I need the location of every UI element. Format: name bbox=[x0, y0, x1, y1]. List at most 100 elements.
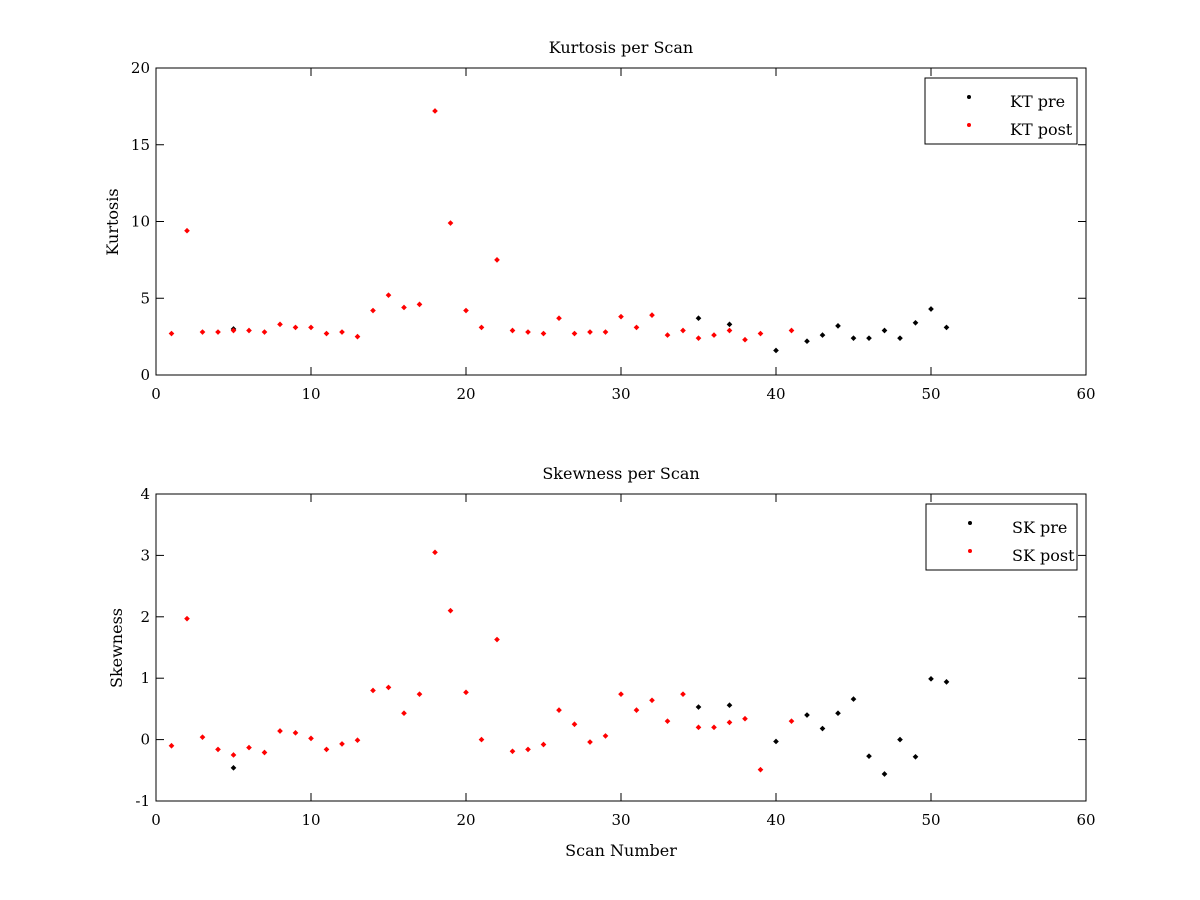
x-tick-label: 60 bbox=[1076, 811, 1095, 829]
x-tick-label: 10 bbox=[301, 811, 320, 829]
kurtosis-point-post bbox=[292, 324, 299, 331]
kurtosis-point-pre bbox=[726, 321, 733, 328]
skewness-point-post bbox=[509, 748, 516, 755]
kurtosis-legend-marker-post bbox=[967, 123, 971, 127]
y-tick-label: 0 bbox=[140, 731, 150, 749]
kurtosis-point-post bbox=[540, 330, 547, 337]
skewness-point-post bbox=[742, 715, 748, 722]
skewness-point-pre bbox=[866, 753, 872, 760]
kurtosis-point-post bbox=[757, 330, 764, 337]
kurtosis-point-post bbox=[478, 324, 485, 331]
x-tick-label: 10 bbox=[301, 385, 320, 403]
x-tick-label: 50 bbox=[921, 811, 940, 829]
kurtosis-point-post bbox=[726, 327, 733, 334]
kurtosis-legend-box bbox=[924, 77, 1078, 145]
kurtosis-point-post bbox=[602, 329, 609, 335]
skewness-point-post bbox=[416, 691, 423, 697]
kurtosis-point-pre bbox=[695, 315, 702, 322]
kurtosis-point-post bbox=[370, 307, 376, 314]
kurtosis-point-pre bbox=[866, 335, 872, 341]
skewness-x-axis-label: Scan Number bbox=[565, 841, 677, 860]
x-tick-label: 20 bbox=[456, 811, 475, 829]
x-tick-label: 0 bbox=[151, 385, 161, 403]
y-tick-label: 0 bbox=[140, 366, 150, 384]
kurtosis-point-post bbox=[788, 327, 795, 334]
skewness-point-post bbox=[447, 607, 454, 614]
skewness-point-pre bbox=[695, 704, 702, 710]
x-tick-label: 0 bbox=[151, 811, 161, 829]
kurtosis-point-post bbox=[587, 329, 593, 335]
kurtosis-point-post bbox=[680, 327, 686, 334]
kurtosis-point-post bbox=[277, 321, 283, 328]
skewness-point-pre bbox=[943, 679, 950, 685]
kurtosis-point-post bbox=[664, 332, 671, 338]
y-tick-label: 3 bbox=[140, 546, 150, 564]
kurtosis-point-post bbox=[168, 330, 175, 337]
kurtosis-point-post bbox=[385, 292, 392, 299]
kurtosis-point-post bbox=[199, 329, 206, 335]
kurtosis-point-post bbox=[556, 315, 562, 322]
kurtosis-point-pre bbox=[835, 323, 841, 329]
kurtosis-point-post bbox=[649, 312, 655, 318]
kurtosis-legend-marker-pre bbox=[967, 95, 971, 99]
skewness-chart-title: Skewness per Scan bbox=[542, 464, 699, 483]
skewness-point-post bbox=[354, 737, 361, 744]
kurtosis-point-post bbox=[308, 324, 314, 331]
skewness-point-post bbox=[308, 735, 314, 742]
skewness-point-post bbox=[199, 734, 206, 740]
y-tick-label: 20 bbox=[131, 59, 150, 77]
kurtosis-point-post bbox=[695, 335, 702, 341]
kurtosis-legend-label-pre: KT pre bbox=[1010, 92, 1065, 111]
x-tick-label: 40 bbox=[766, 385, 785, 403]
x-tick-label: 30 bbox=[611, 385, 630, 403]
skewness-point-pre bbox=[850, 696, 857, 702]
skewness-point-post bbox=[726, 719, 733, 726]
skewness-point-post bbox=[556, 707, 562, 713]
skewness-point-post bbox=[432, 549, 438, 556]
kurtosis-point-post bbox=[230, 327, 237, 334]
kurtosis-point-post bbox=[742, 336, 748, 343]
skewness-point-post bbox=[230, 752, 237, 758]
skewness-point-post bbox=[215, 746, 221, 753]
skewness-legend-box bbox=[925, 503, 1078, 571]
kurtosis-legend-label-post: KT post bbox=[1010, 120, 1073, 139]
kurtosis-point-post bbox=[447, 220, 454, 226]
kurtosis-point-post bbox=[571, 330, 578, 337]
skewness-point-pre bbox=[773, 738, 779, 745]
skewness-point-post bbox=[339, 741, 345, 747]
skewness-point-post bbox=[168, 742, 175, 749]
skewness-point-post bbox=[292, 730, 299, 736]
skewness-point-post bbox=[277, 728, 283, 734]
skewness-point-post bbox=[401, 710, 407, 717]
skewness-point-pre bbox=[897, 736, 903, 743]
skewness-point-post bbox=[494, 636, 500, 643]
x-tick-label: 30 bbox=[611, 811, 630, 829]
skewness-point-pre bbox=[819, 725, 826, 732]
skewness-point-post bbox=[664, 718, 671, 725]
kurtosis-point-pre bbox=[819, 332, 826, 338]
kurtosis-point-post bbox=[246, 327, 252, 334]
x-tick-label: 50 bbox=[921, 385, 940, 403]
skewness-chart: Skewness per Scan Skewness Scan Number 0… bbox=[107, 464, 1096, 860]
kurtosis-point-post bbox=[323, 330, 330, 337]
kurtosis-point-post bbox=[509, 327, 516, 334]
skewness-point-post bbox=[649, 697, 655, 704]
kurtosis-point-post bbox=[463, 307, 469, 314]
skewness-legend-label-post: SK post bbox=[1012, 546, 1075, 565]
skewness-point-post bbox=[370, 687, 376, 694]
skewness-point-post bbox=[478, 736, 485, 743]
skewness-point-post bbox=[757, 766, 764, 773]
kurtosis-point-post bbox=[261, 329, 268, 335]
skewness-point-post bbox=[695, 724, 702, 731]
skewness-point-post bbox=[711, 724, 717, 731]
kurtosis-y-axis-label: Kurtosis bbox=[103, 188, 122, 255]
kurtosis-point-post bbox=[618, 313, 624, 320]
kurtosis-point-pre bbox=[850, 335, 857, 341]
y-tick-label: 10 bbox=[131, 213, 150, 231]
kurtosis-point-pre bbox=[943, 324, 950, 331]
kurtosis-point-post bbox=[416, 301, 423, 308]
skewness-point-pre bbox=[881, 771, 888, 777]
skewness-point-post bbox=[571, 721, 578, 728]
kurtosis-point-post bbox=[432, 108, 438, 114]
